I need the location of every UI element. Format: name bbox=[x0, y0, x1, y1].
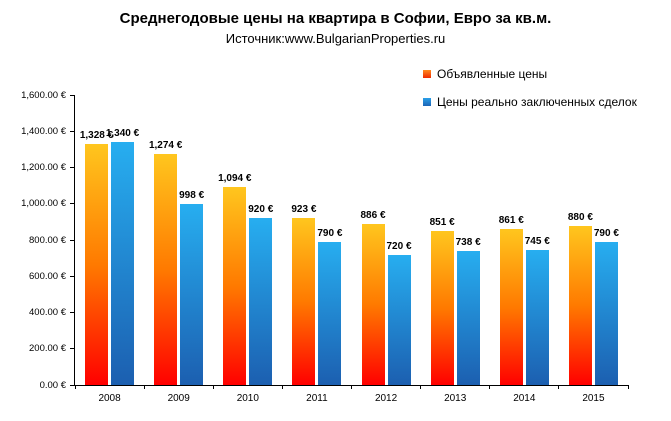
bar-deal-2008 bbox=[111, 142, 134, 385]
chart-subtitle: Источник:www.BulgarianProperties.ru bbox=[225, 31, 446, 46]
x-axis-label: 2014 bbox=[513, 393, 536, 404]
y-axis-tick bbox=[70, 312, 75, 313]
x-axis-tick bbox=[74, 385, 76, 389]
value-label-deal-2013: 738 € bbox=[455, 237, 481, 249]
value-label-deal-2014: 745 € bbox=[524, 235, 550, 247]
bar-announced-2010 bbox=[223, 186, 247, 385]
y-axis-label: 1,200.00 € bbox=[21, 162, 66, 173]
x-axis-label: 2015 bbox=[582, 393, 605, 404]
y-axis-tick bbox=[70, 130, 75, 132]
x-axis-tick bbox=[420, 385, 422, 389]
x-axis-tick bbox=[143, 385, 145, 389]
legend-item-deal-prices: Цены реально заключенных сделок bbox=[423, 94, 637, 110]
y-axis-tick bbox=[70, 239, 75, 241]
value-label-deal-2012: 720 € bbox=[386, 240, 412, 252]
y-axis-label: 0.00 € bbox=[39, 379, 66, 391]
y-axis-tick bbox=[70, 94, 75, 96]
bar-announced-2015 bbox=[568, 225, 592, 385]
value-label-announced-2013: 851 € bbox=[429, 216, 455, 228]
bar-announced-2014 bbox=[499, 228, 523, 385]
bar-announced-2012 bbox=[361, 224, 385, 385]
legend-marker-announced-icon bbox=[423, 70, 431, 78]
x-axis-tick bbox=[281, 385, 283, 389]
x-axis-tick bbox=[489, 385, 491, 389]
x-axis-label: 2009 bbox=[167, 393, 190, 404]
y-axis-tick bbox=[70, 348, 75, 350]
y-axis-label: 800.00 € bbox=[29, 234, 66, 246]
x-axis-label: 2010 bbox=[236, 393, 259, 404]
legend-marker-deal-icon bbox=[423, 98, 431, 106]
legend-item-announced-prices: Объявленные цены bbox=[423, 66, 637, 82]
value-label-announced-2008: 1,328 € bbox=[79, 130, 114, 142]
y-axis-label: 200.00 € bbox=[29, 343, 66, 355]
x-axis-label: 2013 bbox=[444, 393, 467, 404]
y-axis-label: 1,000.00 € bbox=[21, 198, 66, 210]
value-label-announced-2009: 1,274 € bbox=[148, 140, 183, 152]
value-label-announced-2010: 1,094 € bbox=[218, 172, 252, 184]
y-axis-tick bbox=[70, 384, 75, 386]
value-label-announced-2012: 886 € bbox=[360, 210, 386, 222]
x-axis-tick bbox=[627, 385, 629, 389]
legend-label-deal: Цены реально заключенных сделок bbox=[437, 95, 637, 109]
value-label-announced-2014: 861 € bbox=[498, 214, 524, 226]
x-axis-tick bbox=[558, 385, 560, 389]
x-axis-tick bbox=[351, 385, 352, 389]
bar-deal-2012 bbox=[387, 254, 411, 385]
value-label-deal-2010: 920 € bbox=[248, 204, 274, 216]
legend-label-announced: Объявленные цены bbox=[437, 67, 548, 81]
bar-announced-2011 bbox=[292, 217, 316, 385]
bar-announced-2009 bbox=[154, 154, 178, 385]
bar-announced-2013 bbox=[430, 230, 454, 385]
x-axis-label: 2011 bbox=[306, 393, 328, 404]
bar-deal-2011 bbox=[318, 241, 342, 385]
bar-deal-2009 bbox=[180, 204, 204, 385]
value-label-deal-2009: 998 € bbox=[179, 190, 205, 202]
value-label-deal-2015: 790 € bbox=[593, 227, 619, 239]
y-axis-label: 600.00 € bbox=[29, 270, 66, 282]
y-axis-tick bbox=[70, 167, 75, 168]
bar-announced-2008 bbox=[85, 144, 108, 385]
value-label-announced-2015: 880 € bbox=[567, 211, 593, 223]
x-axis-label: 2012 bbox=[374, 393, 398, 404]
x-axis-label: 2008 bbox=[98, 393, 121, 404]
y-axis-tick bbox=[70, 203, 75, 205]
y-axis-tick bbox=[70, 275, 75, 277]
value-label-deal-2011: 790 € bbox=[317, 227, 343, 239]
y-axis-label: 1,400.00 € bbox=[21, 125, 66, 137]
x-axis-tick bbox=[212, 385, 214, 389]
value-label-deal-2008: 1,340 € bbox=[105, 128, 140, 140]
legend: Объявленные цены Цены реально заключенны… bbox=[423, 66, 637, 122]
y-axis-label: 1,600.00 € bbox=[21, 89, 66, 101]
bar-deal-2014 bbox=[525, 249, 549, 385]
bar-deal-2015 bbox=[594, 241, 618, 385]
chart-title: Среднегодовые цены на квартира в Софии, … bbox=[119, 10, 552, 27]
y-axis-label: 400.00 € bbox=[29, 307, 66, 318]
bar-deal-2013 bbox=[456, 251, 480, 385]
value-label-announced-2011: 923 € bbox=[291, 203, 317, 215]
bar-deal-2010 bbox=[249, 218, 273, 385]
